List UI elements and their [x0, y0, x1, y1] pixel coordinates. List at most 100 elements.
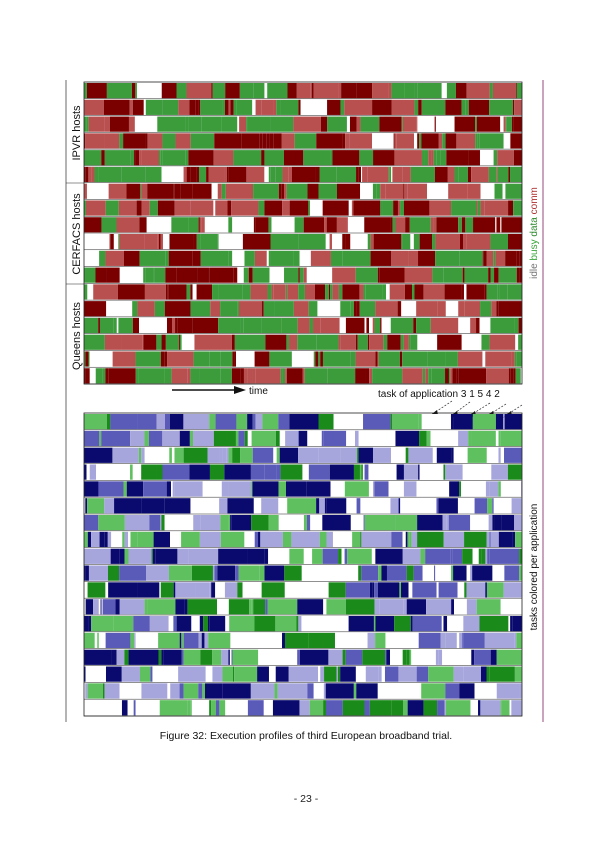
task-segment	[342, 632, 368, 649]
host-state-segment	[397, 200, 401, 216]
host-state-segment	[176, 267, 198, 283]
task-segment	[328, 582, 346, 598]
host-state-segment	[454, 166, 459, 183]
task-segment	[319, 498, 325, 514]
host-state-segment	[239, 83, 254, 99]
task-segment	[202, 683, 205, 699]
task-segment	[358, 447, 373, 463]
task-segment	[204, 632, 209, 649]
host-state-segment	[373, 234, 402, 250]
task-segment	[228, 515, 231, 531]
task-segment	[193, 515, 201, 531]
task-segment	[501, 700, 510, 716]
host-state-segment	[380, 183, 386, 199]
host-state-segment	[484, 284, 487, 300]
host-state-segment	[385, 183, 404, 199]
task-segment	[307, 430, 322, 447]
task-segment	[170, 683, 180, 699]
task-segment	[232, 666, 235, 682]
host-state-segment	[477, 200, 481, 216]
task-segment	[181, 531, 200, 548]
host-state-segment	[291, 166, 316, 183]
task-segment	[238, 430, 245, 447]
host-state-segment	[293, 116, 321, 132]
host-state-segment	[498, 267, 517, 283]
host-state-segment	[297, 317, 310, 334]
task-segment	[418, 414, 422, 430]
task-segment	[220, 531, 245, 548]
host-state-segment	[464, 267, 489, 283]
task-segment	[391, 700, 403, 716]
task-segment	[361, 531, 392, 548]
host-state-segment	[503, 116, 506, 132]
task-segment	[149, 515, 161, 531]
task-segment	[412, 616, 442, 632]
host-state-segment	[139, 183, 142, 199]
task-segment	[215, 414, 237, 430]
task-segment	[175, 582, 196, 598]
task-segment	[373, 616, 376, 632]
host-state-segment	[492, 83, 516, 99]
host-state-segment	[123, 250, 140, 266]
task-segment	[222, 447, 227, 463]
task-segment	[501, 515, 515, 531]
task-segment	[503, 414, 505, 430]
task-segment	[84, 565, 86, 581]
host-state-segment	[84, 234, 110, 250]
app-number-5: 5	[478, 389, 484, 400]
host-state-segment	[180, 183, 193, 199]
task-segment	[449, 481, 460, 497]
host-state-segment	[230, 99, 234, 115]
host-state-segment	[519, 267, 522, 283]
task-segment	[169, 447, 172, 463]
host-state-segment	[213, 150, 234, 166]
task-segment	[87, 531, 92, 548]
host-state-segment	[495, 217, 497, 233]
host-state-segment	[516, 83, 522, 99]
task-segment	[338, 666, 341, 682]
host-state-segment	[108, 368, 136, 384]
host-state-segment	[262, 301, 264, 317]
task-segment	[384, 666, 399, 682]
host-state-segment	[85, 133, 105, 149]
task-segment	[171, 447, 175, 463]
host-state-segment	[355, 334, 358, 350]
task-segment	[500, 430, 522, 447]
host-state-segment	[147, 183, 174, 199]
host-state-segment	[304, 284, 315, 300]
host-state-segment	[289, 334, 298, 350]
host-state-segment	[196, 234, 201, 250]
host-state-segment	[392, 217, 396, 233]
task-segment	[445, 632, 457, 649]
host-state-segment	[84, 166, 86, 183]
task-segment	[92, 464, 97, 480]
task-segment	[425, 548, 451, 564]
host-state-segment	[271, 217, 295, 233]
host-state-segment	[362, 166, 368, 183]
task-segment	[480, 700, 501, 716]
task-segment	[230, 515, 232, 531]
host-state-segment	[179, 334, 182, 350]
host-state-segment	[380, 317, 382, 334]
host-state-segment	[164, 351, 168, 367]
task-segment	[324, 498, 327, 514]
task-segment	[445, 683, 460, 699]
host-state-segment	[252, 99, 256, 115]
host-state-segment	[237, 301, 239, 317]
host-state-segment	[221, 116, 238, 132]
page-number: - 23 -	[293, 793, 319, 805]
host-state-segment	[269, 133, 274, 149]
host-state-segment	[369, 368, 373, 384]
host-state-segment	[270, 250, 294, 266]
task-segment	[320, 666, 325, 682]
host-state-segment	[494, 267, 499, 283]
host-state-segment	[382, 200, 394, 216]
task-segment	[84, 599, 86, 615]
task-segment	[130, 531, 138, 548]
task-segment	[217, 599, 221, 615]
task-segment	[121, 666, 140, 682]
task-segment	[459, 481, 462, 497]
host-state-segment	[237, 116, 240, 132]
host-state-segment	[359, 150, 374, 166]
host-state-segment	[261, 317, 282, 334]
